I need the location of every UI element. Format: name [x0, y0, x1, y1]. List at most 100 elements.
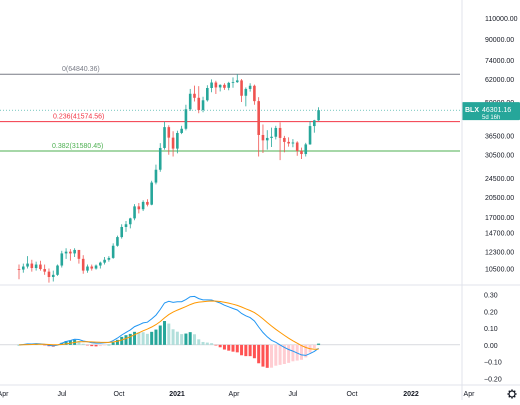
candle-66[interactable] [300, 147, 303, 160]
candle-31[interactable] [150, 180, 153, 206]
macd-hist-bar [128, 333, 132, 345]
time-axis[interactable]: Apr Jul Oct 2021 Apr Jul Oct 2022 Apr [0, 391, 475, 398]
candle-24[interactable] [120, 224, 124, 239]
candle-27[interactable] [133, 204, 136, 221]
macd-hist-bar [227, 344, 231, 351]
candle-70[interactable] [317, 107, 320, 121]
candle-body [154, 169, 158, 183]
candle-57[interactable] [261, 124, 265, 154]
candle-18[interactable] [94, 264, 98, 270]
candlestick-series[interactable] [17, 74, 320, 283]
candle-25[interactable] [124, 220, 128, 232]
candle-67[interactable] [304, 142, 308, 157]
candle-10[interactable] [60, 250, 64, 268]
candle-54[interactable] [248, 83, 252, 92]
price-tick-label: 12300.00 [485, 250, 514, 257]
candle-38[interactable] [180, 125, 183, 135]
candle-63[interactable] [287, 137, 290, 147]
candle-22[interactable] [111, 243, 115, 259]
candle-68[interactable] [308, 121, 312, 145]
time-tick-label: 2021 [169, 391, 185, 398]
candle-32[interactable] [154, 164, 158, 185]
candle-28[interactable] [137, 203, 141, 214]
candle-6[interactable] [43, 264, 46, 275]
candle-45[interactable] [210, 79, 213, 93]
candle-17[interactable] [90, 264, 94, 271]
macd-hist-bar [205, 342, 209, 345]
candle-36[interactable] [171, 131, 175, 157]
candle-46[interactable] [214, 80, 218, 94]
candle-5[interactable] [39, 260, 42, 271]
macd-hist-bar [107, 344, 111, 346]
candle-body [287, 141, 290, 144]
candle-69[interactable] [313, 119, 316, 133]
candle-3[interactable] [30, 259, 34, 272]
candle-2[interactable] [26, 256, 29, 269]
macd-hist-bar [248, 344, 252, 357]
candle-body [146, 201, 149, 205]
candle-19[interactable] [99, 261, 102, 269]
candle-43[interactable] [201, 96, 205, 113]
candle-33[interactable] [158, 143, 162, 172]
candle-16[interactable] [86, 264, 89, 273]
candle-59[interactable] [270, 127, 273, 147]
candle-51[interactable] [235, 74, 239, 83]
candle-48[interactable] [223, 83, 226, 90]
candle-15[interactable] [81, 255, 85, 274]
candle-23[interactable] [116, 235, 119, 247]
candle-52[interactable] [240, 79, 243, 102]
price-axis[interactable]: 110000.0090000.0074000.0062000.0050000.0… [485, 16, 518, 274]
candle-49[interactable] [227, 81, 231, 91]
candle-body [81, 258, 85, 271]
candle-26[interactable] [128, 217, 132, 229]
candle-40[interactable] [188, 88, 192, 111]
candle-47[interactable] [218, 84, 222, 92]
candle-60[interactable] [274, 125, 278, 140]
candle-1[interactable] [21, 263, 25, 273]
candle-20[interactable] [103, 256, 106, 265]
candle-65[interactable] [295, 141, 299, 156]
candle-21[interactable] [107, 256, 111, 262]
price-tick-label: 90000.00 [485, 37, 514, 44]
macd-hist-bar [244, 344, 248, 357]
candle-41[interactable] [193, 85, 196, 102]
badge-countdown: 5d 16h [482, 115, 500, 121]
candle-9[interactable] [56, 264, 59, 276]
gear-tooth [513, 390, 516, 393]
candle-7[interactable] [47, 268, 51, 283]
gear-tooth [508, 395, 511, 398]
candle-58[interactable] [265, 130, 269, 150]
candle-61[interactable] [278, 122, 282, 161]
candle-50[interactable] [231, 77, 235, 88]
candle-body [69, 251, 72, 254]
candle-14[interactable] [77, 249, 81, 264]
macd-axis[interactable]: 0.30 0.20 0.10 0.00 −0.10 −0.20 [484, 293, 502, 384]
candle-13[interactable] [73, 248, 76, 257]
macd-hist-bar [171, 329, 175, 345]
candle-53[interactable] [244, 87, 248, 107]
candle-39[interactable] [184, 104, 188, 131]
candle-12[interactable] [69, 249, 72, 261]
candle-body [99, 262, 102, 266]
candle-42[interactable] [197, 86, 201, 114]
candle-56[interactable] [257, 97, 260, 157]
candle-44[interactable] [206, 85, 209, 102]
settings-icon[interactable] [507, 389, 517, 399]
macd-line [18, 295, 319, 356]
candle-8[interactable] [51, 270, 55, 282]
candle-29[interactable] [141, 200, 145, 212]
candle-4[interactable] [34, 261, 38, 271]
candle-64[interactable] [291, 139, 295, 148]
candle-37[interactable] [176, 130, 179, 154]
candle-30[interactable] [146, 199, 149, 207]
candle-34[interactable] [163, 121, 166, 150]
candle-11[interactable] [64, 248, 68, 259]
candle-0[interactable] [17, 264, 21, 280]
candle-body [43, 269, 46, 272]
candle-body [56, 265, 59, 275]
candle-body [137, 206, 141, 210]
candle-35[interactable] [167, 125, 171, 155]
candle-55[interactable] [253, 84, 256, 105]
macd-hist-bar [43, 344, 47, 346]
candle-62[interactable] [283, 135, 286, 153]
